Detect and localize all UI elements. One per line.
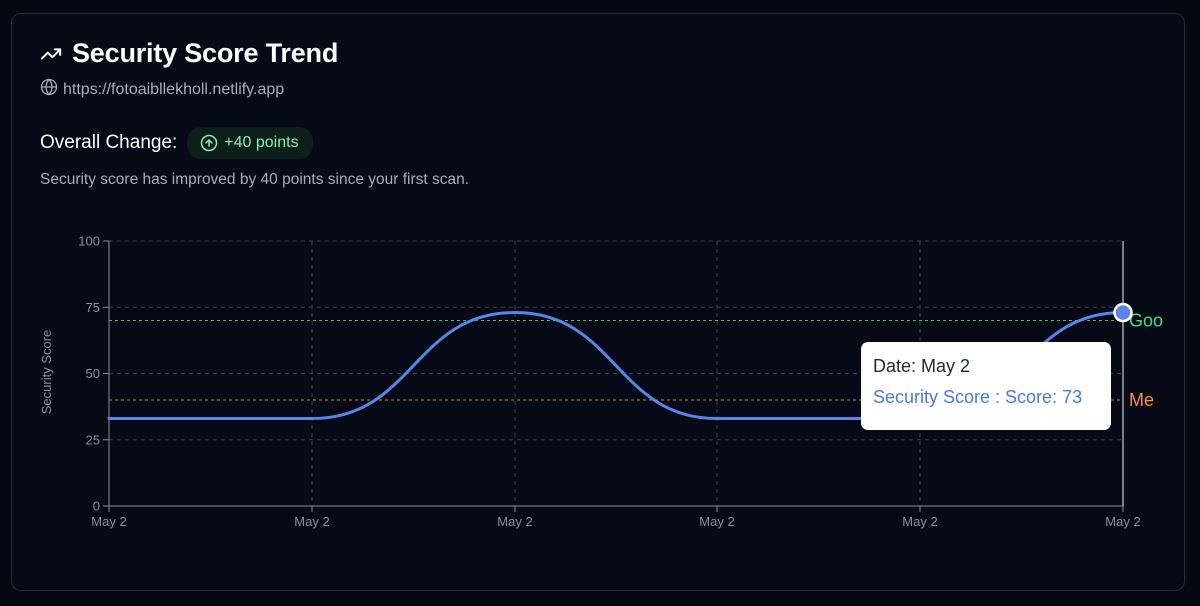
x-tick-label: May 2: [902, 514, 937, 529]
y-tick-label: 50: [86, 366, 100, 381]
reference-line-label: Goo: [1129, 311, 1163, 331]
x-tick-label: May 2: [497, 514, 532, 529]
y-tick-label: 25: [86, 432, 100, 447]
y-axis-label: Security Score: [39, 330, 54, 415]
arrow-up-circle-icon: [200, 134, 218, 152]
reference-line-label: Me: [1129, 390, 1154, 410]
site-url: https://fotoaibllekholl.netlify.app: [40, 78, 284, 101]
chart-tooltip: Date: May 2 Security Score : Score: 73: [861, 342, 1111, 430]
security-score-chart: Goo Me 0 25 50 75 100 May 2 May 2 May 2 May 2 May 2…: [39, 234, 1163, 530]
url-text: https://fotoaibllekholl.netlify.app: [63, 80, 285, 98]
globe-icon: [40, 78, 58, 101]
x-tick-label: May 2: [91, 514, 126, 529]
overall-change-label: Overall Change:: [40, 132, 178, 153]
overall-change-row: Overall Change: +40 points: [40, 127, 313, 159]
y-tick-label: 0: [93, 499, 100, 514]
y-tick-label: 100: [78, 234, 100, 249]
active-point: [1113, 302, 1133, 323]
y-tick-label: 75: [86, 300, 100, 315]
change-description: Security score has improved by 40 points…: [40, 171, 470, 188]
title-row: Security Score Trend: [40, 38, 338, 69]
change-value: +40 points: [224, 134, 299, 151]
page-title: Security Score Trend: [72, 38, 339, 68]
tooltip-value: Security Score : Score: 73: [873, 387, 1083, 407]
x-tick-label: May 2: [1105, 514, 1140, 529]
security-score-card: Security Score Trend https://fotoaibllek…: [11, 13, 1185, 591]
trending-up-icon: [40, 43, 62, 65]
tooltip-date: Date: May 2: [873, 356, 971, 376]
x-tick-label: May 2: [699, 514, 734, 529]
change-badge: +40 points: [187, 127, 313, 159]
x-tick-label: May 2: [294, 514, 329, 529]
